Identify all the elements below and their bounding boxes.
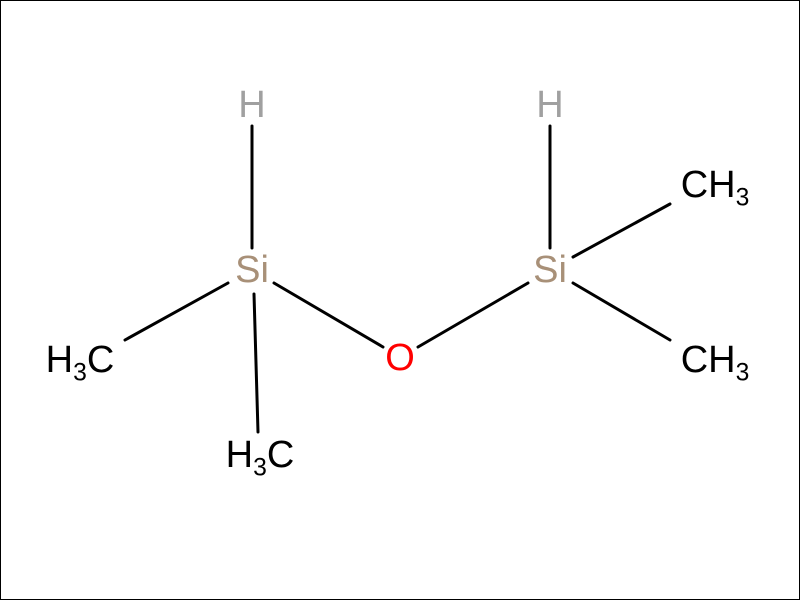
atom-label-H_topL: H <box>238 86 265 124</box>
atom-label-O_center: O <box>385 339 415 377</box>
atom-label-CH3_RB: CH3 <box>681 341 750 379</box>
bond-layer <box>0 0 800 600</box>
atom-label-Si_left: Si <box>235 251 269 289</box>
atom-label-CH3_RT: CH3 <box>681 166 750 204</box>
atom-label-CH3_L: H3C <box>46 341 115 379</box>
atom-label-CH3_LB: H3C <box>226 436 295 474</box>
diagram-border <box>1 1 800 600</box>
chemical-structure-diagram: Si Si O H H H3C H3C CH3 CH3 <box>0 0 800 600</box>
atom-label-H_topR: H <box>536 86 563 124</box>
atom-label-Si_right: Si <box>533 251 567 289</box>
